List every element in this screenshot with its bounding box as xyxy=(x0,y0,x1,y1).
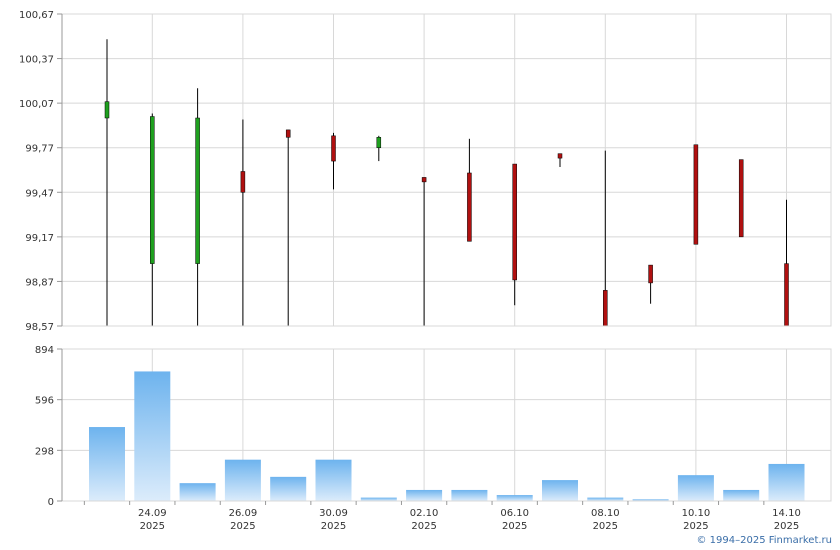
price-tick-label: 98,57 xyxy=(25,322,54,333)
candle-body-up xyxy=(104,101,110,119)
candle-body-down xyxy=(603,290,608,327)
candle-body-up xyxy=(376,137,382,148)
candlestick-series xyxy=(104,39,789,327)
x-tick-year-label: 2025 xyxy=(411,521,436,532)
candle-body-up xyxy=(195,117,200,264)
volume-tick-label: 894 xyxy=(35,345,54,356)
volume-bar xyxy=(134,371,171,501)
candle-body-down xyxy=(738,159,744,238)
x-tick-year-label: 2025 xyxy=(321,521,346,532)
volume-series xyxy=(89,371,805,501)
volume-bar xyxy=(496,495,533,501)
candle-body-down xyxy=(331,135,336,162)
x-tick-year-label: 2025 xyxy=(140,521,165,532)
price-y-axis-ticks: 100,67 100,37 100,07 99,77 99,47 99,17 98,87 98… xyxy=(19,10,62,333)
candle-body-up xyxy=(150,116,155,264)
volume-bar xyxy=(360,497,397,501)
x-tick-date-label: 06.10 xyxy=(500,508,529,519)
x-tick-date-label: 30.09 xyxy=(319,508,348,519)
candle-body-down xyxy=(240,171,246,193)
candle-body-down xyxy=(648,264,653,284)
volume-bar xyxy=(587,497,624,501)
volume-bar xyxy=(542,480,578,501)
x-tick-date-label: 24.09 xyxy=(138,508,167,519)
x-tick-year-label: 2025 xyxy=(502,521,527,532)
volume-bar xyxy=(632,499,669,501)
volume-bar xyxy=(677,475,714,501)
price-tick-label: 99,17 xyxy=(25,233,54,244)
price-tick-label: 98,87 xyxy=(25,277,54,288)
volume-panel-frame xyxy=(61,348,832,502)
price-tick-label: 100,67 xyxy=(19,10,54,21)
candle-body-down xyxy=(467,172,472,242)
candle-body-down xyxy=(285,129,291,138)
volume-bar xyxy=(179,483,216,501)
candle-body-down xyxy=(512,163,517,281)
volume-tick-label: 596 xyxy=(35,396,54,407)
price-tick-label: 99,77 xyxy=(25,144,54,155)
volume-bar xyxy=(89,427,125,501)
volume-bar xyxy=(451,489,488,501)
volume-tick-label: 0 xyxy=(48,497,54,508)
copyright-notice: © 1994–2025 Finmarket.ru xyxy=(696,535,832,546)
volume-bar xyxy=(224,459,261,501)
x-tick-year-label: 2025 xyxy=(230,521,255,532)
axes xyxy=(61,13,832,502)
price-tick-label: 99,47 xyxy=(25,188,54,199)
volume-tick-label: 298 xyxy=(35,446,54,457)
volume-bar xyxy=(315,459,352,501)
price-tick-label: 100,07 xyxy=(19,99,54,110)
x-tick-date-label: 08.10 xyxy=(591,508,620,519)
x-tick-year-label: 2025 xyxy=(774,521,799,532)
volume-bar xyxy=(768,463,805,501)
volume-bar xyxy=(723,489,760,501)
x-tick-year-label: 2025 xyxy=(683,521,708,532)
grid xyxy=(62,13,831,502)
candle-body-down xyxy=(421,177,427,183)
x-tick-date-label: 14.10 xyxy=(772,508,801,519)
date-x-axis-ticks: 24.09 2025 26.09 2025 30.09 2025 02.10 2025 06.1… xyxy=(83,501,801,532)
price-tick-label: 100,37 xyxy=(19,55,54,66)
candle-body-down xyxy=(557,153,563,159)
x-tick-date-label: 26.09 xyxy=(229,508,258,519)
volume-y-axis-ticks: 894 596 298 0 xyxy=(35,345,62,508)
candle-body-down xyxy=(693,144,699,245)
volume-bar xyxy=(270,476,307,501)
candle-body-down xyxy=(784,263,789,327)
x-tick-date-label: 02.10 xyxy=(410,508,439,519)
volume-bar xyxy=(406,489,443,501)
x-tick-year-label: 2025 xyxy=(593,521,618,532)
x-tick-date-label: 10.10 xyxy=(682,508,711,519)
price-panel-frame xyxy=(61,13,832,327)
